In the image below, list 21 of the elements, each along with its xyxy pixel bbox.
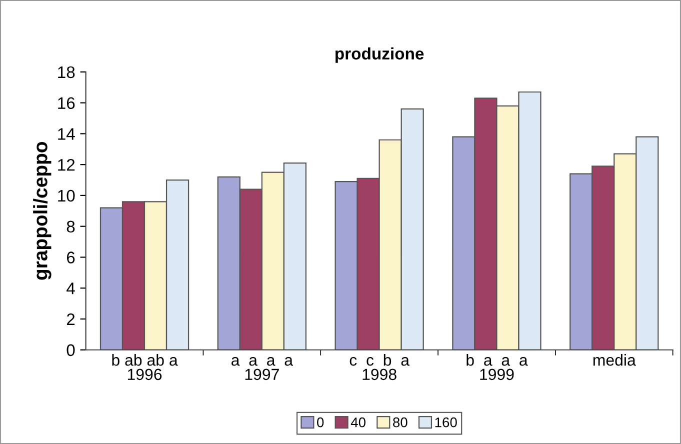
y-tick-label: 16 bbox=[58, 97, 75, 110]
legend-label: 40 bbox=[350, 417, 366, 428]
x-tick-label: media bbox=[593, 354, 636, 366]
y-tick-label: 12 bbox=[58, 158, 75, 171]
y-tick-label: 0 bbox=[66, 344, 75, 356]
chart-title: produzione bbox=[336, 47, 424, 63]
y-tick-label: 14 bbox=[58, 128, 75, 140]
x-tick-label: a a a a 1997 bbox=[232, 357, 293, 380]
x-tick-label: b a a a 1999 bbox=[466, 354, 528, 380]
y-tick-label: 18 bbox=[58, 66, 75, 78]
x-tick-label: c c b a 1998 bbox=[350, 354, 410, 380]
y-tick-label: 8 bbox=[66, 220, 75, 233]
x-tick-label: b ab ab a 1996 bbox=[112, 354, 178, 380]
legend-label: 0 bbox=[317, 417, 324, 428]
legend-label: 80 bbox=[393, 417, 408, 428]
y-tick-label: 2 bbox=[66, 313, 75, 326]
y-axis-title: grappoli/ceppo bbox=[33, 142, 52, 280]
y-tick-label: 10 bbox=[58, 190, 75, 202]
y-tick-label: 6 bbox=[66, 252, 75, 264]
y-tick-label: 4 bbox=[66, 282, 75, 294]
legend-label: 160 bbox=[435, 417, 457, 428]
